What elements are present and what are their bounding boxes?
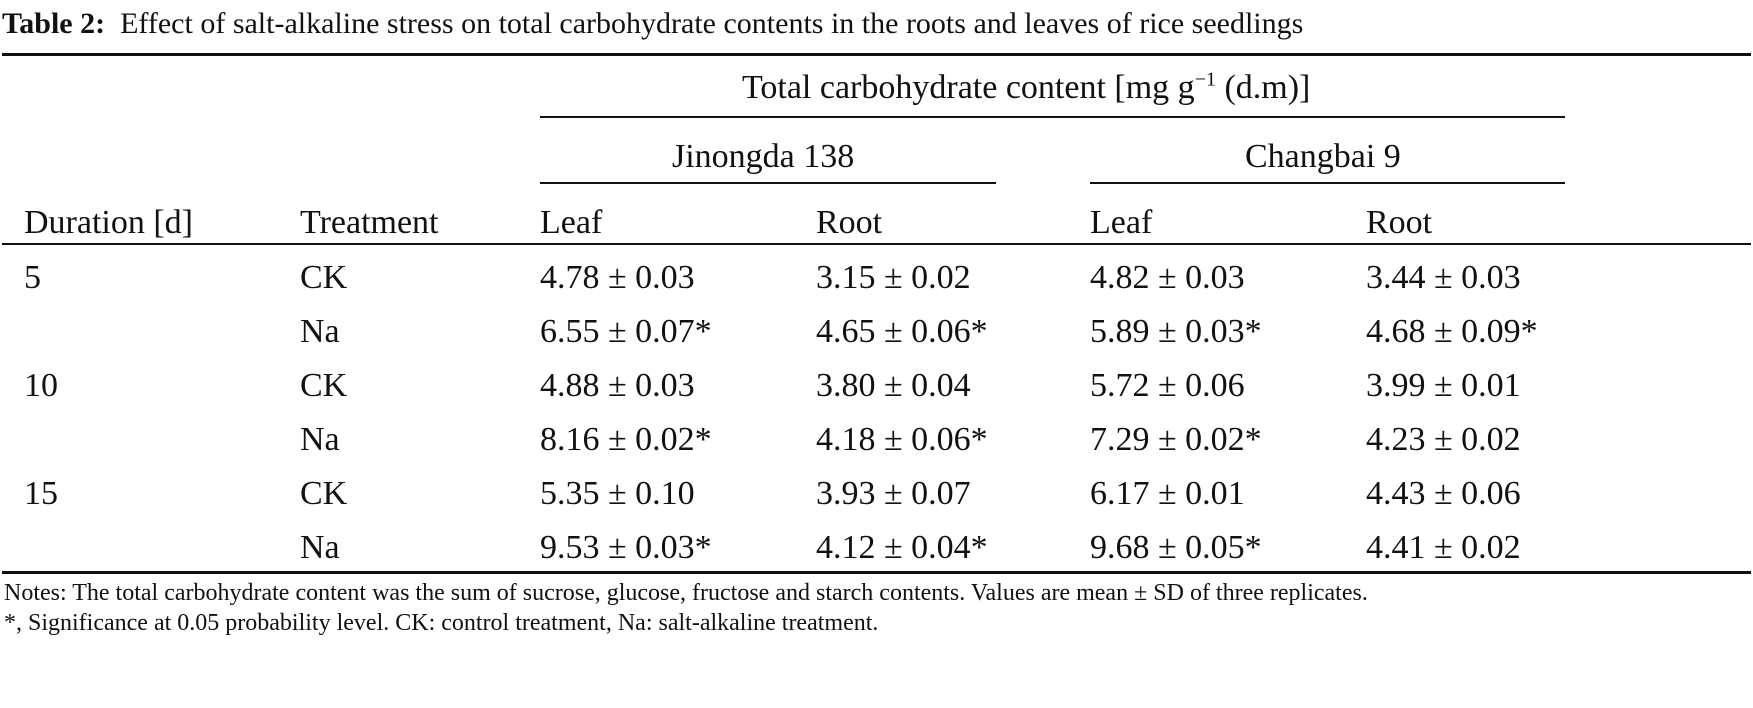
cell-changbai-root: 4.41 ± 0.02 [1366,529,1521,566]
table-notes-line1: Notes: The total carbohydrate content wa… [4,580,1368,606]
column-header-changbai-leaf: Leaf [1090,204,1153,241]
cell-changbai-root: 3.99 ± 0.01 [1366,367,1521,404]
cell-jinongda-root: 3.80 ± 0.04 [816,367,971,404]
cell-jinongda-leaf: 9.53 ± 0.03* [540,529,712,566]
cell-jinongda-root: 4.65 ± 0.06* [816,313,988,350]
cell-jinongda-leaf: 4.78 ± 0.03 [540,259,695,296]
cell-duration: 10 [24,367,58,404]
table-caption: Table 2: Effect of salt-alkaline stress … [2,6,1303,42]
caption-text: Effect of salt-alkaline stress on total … [120,7,1304,40]
group-header-tail: (d.m)] [1215,69,1311,106]
cell-changbai-root: 4.23 ± 0.02 [1366,421,1521,458]
cell-changbai-root: 3.44 ± 0.03 [1366,259,1521,296]
cell-duration: 15 [24,475,58,512]
group-underline [540,116,1565,118]
variety-header-changbai: Changbai 9 [1245,138,1401,175]
caption-label: Table 2: [2,7,106,40]
column-header-jinongda-leaf: Leaf [540,204,603,241]
cell-treatment: CK [300,367,348,404]
group-header: Total carbohydrate content [mg g−1 (d.m)… [742,68,1310,108]
cell-jinongda-leaf: 8.16 ± 0.02* [540,421,712,458]
cell-treatment: Na [300,421,340,458]
cell-jinongda-root: 4.18 ± 0.06* [816,421,988,458]
cell-jinongda-root: 3.15 ± 0.02 [816,259,971,296]
cell-treatment: CK [300,259,348,296]
table-notes-line2: *, Significance at 0.05 probability leve… [4,610,879,636]
cell-jinongda-leaf: 5.35 ± 0.10 [540,475,695,512]
cell-changbai-leaf: 5.72 ± 0.06 [1090,367,1245,404]
column-header-jinongda-root: Root [816,204,883,241]
column-header-changbai-root: Root [1366,204,1433,241]
cell-changbai-root: 4.68 ± 0.09* [1366,313,1538,350]
variety2-underline [1090,182,1565,184]
header-rule [2,243,1751,245]
variety-header-jinongda: Jinongda 138 [672,138,855,175]
cell-changbai-leaf: 9.68 ± 0.05* [1090,529,1262,566]
cell-treatment: CK [300,475,348,512]
cell-jinongda-root: 3.93 ± 0.07 [816,475,971,512]
cell-treatment: Na [300,313,340,350]
cell-jinongda-leaf: 4.88 ± 0.03 [540,367,695,404]
cell-changbai-root: 4.43 ± 0.06 [1366,475,1521,512]
cell-changbai-leaf: 6.17 ± 0.01 [1090,475,1245,512]
variety1-underline [540,182,996,184]
column-header-duration: Duration [d] [24,204,194,241]
cell-changbai-leaf: 5.89 ± 0.03* [1090,313,1262,350]
group-header-sup: −1 [1194,68,1216,91]
cell-jinongda-leaf: 6.55 ± 0.07* [540,313,712,350]
top-rule [2,53,1751,56]
cell-changbai-leaf: 7.29 ± 0.02* [1090,421,1262,458]
cell-jinongda-root: 4.12 ± 0.04* [816,529,988,566]
bottom-rule [2,571,1751,574]
cell-changbai-leaf: 4.82 ± 0.03 [1090,259,1245,296]
group-header-text: Total carbohydrate content [mg g [742,69,1195,106]
column-header-treatment: Treatment [300,204,439,241]
cell-duration: 5 [24,259,41,296]
cell-treatment: Na [300,529,340,566]
